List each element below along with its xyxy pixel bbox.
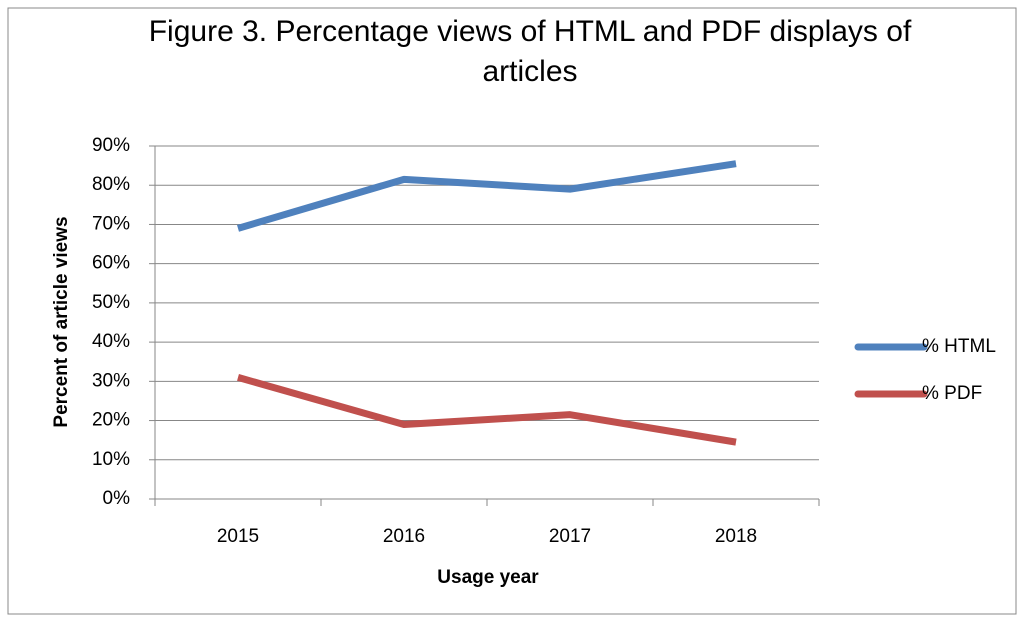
y-tick-label: 50% [92, 292, 130, 313]
x-tick-label: 2015 [217, 526, 259, 547]
legend-label: % PDF [922, 383, 982, 404]
x-tick-label: 2016 [383, 526, 425, 547]
x-tick-label: 2018 [715, 526, 757, 547]
series-line [237, 160, 737, 232]
y-tick-label: 30% [92, 370, 130, 391]
series-line [237, 374, 737, 446]
y-tick-label: 10% [92, 449, 130, 470]
y-tick-label: 60% [92, 253, 130, 274]
x-tick-label: 2017 [549, 526, 591, 547]
y-tick-label: 80% [92, 174, 130, 195]
chart-border [7, 7, 1017, 615]
y-tick-label: 0% [103, 488, 131, 509]
x-axis-label: Usage year [437, 567, 539, 588]
y-tick-label: 20% [92, 410, 130, 431]
y-axis-label: Percent of article views [51, 216, 72, 427]
y-tick-label: 90% [92, 135, 130, 156]
legend-label: % HTML [922, 336, 996, 357]
chart-title: Figure 3. Percentage views of HTML and P… [148, 15, 912, 88]
y-tick-label: 70% [92, 213, 130, 234]
y-tick-label: 40% [92, 331, 130, 352]
